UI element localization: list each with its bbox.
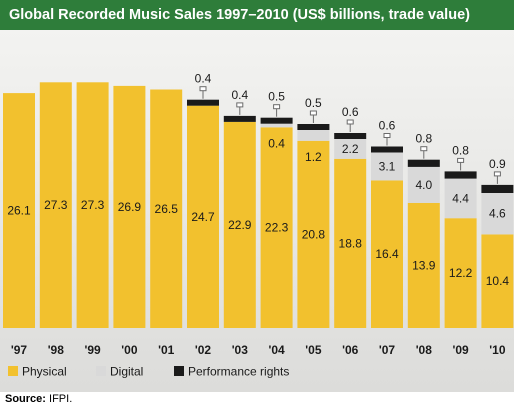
bar-physical [150, 89, 183, 328]
bar-digital [371, 152, 403, 181]
bar-physical [371, 180, 403, 328]
bar-performance-rights [334, 133, 367, 139]
bar-digital [444, 178, 477, 219]
data-label-performance-rights: 0.9 [489, 157, 506, 171]
label-marker [236, 102, 244, 108]
bar-physical [76, 82, 109, 328]
bar-performance-rights [444, 171, 477, 179]
bar-performance-rights [371, 146, 403, 153]
data-label-performance-rights: 0.6 [342, 105, 359, 119]
data-label-digital: 4.4 [452, 191, 469, 205]
bar-physical [334, 158, 367, 328]
data-label-physical: 10.4 [486, 274, 510, 288]
data-label-physical: 27.3 [44, 198, 68, 212]
x-tick-label: '05 [305, 343, 322, 357]
bar-performance-rights [260, 117, 293, 124]
source-label: Source: [5, 393, 46, 405]
x-tick-label: '02 [195, 343, 212, 357]
data-label-physical: 27.3 [81, 198, 105, 212]
x-tick-label: '98 [48, 343, 65, 357]
bar-digital [407, 166, 440, 203]
chart-area: 26.1 27.3 27.3 26.9 26.5 24.7 0.4 22.9 0.4 22.3 0.… [0, 30, 514, 392]
x-tick-label: '03 [232, 343, 249, 357]
data-label-physical: 26.5 [155, 202, 179, 216]
data-label-digital: 4.0 [415, 178, 432, 192]
bar-digital [297, 130, 330, 141]
data-label-performance-rights: 0.5 [305, 96, 322, 110]
bar-performance-rights [297, 124, 330, 130]
bar-physical [39, 82, 72, 328]
data-label-physical: 22.3 [265, 221, 289, 235]
chart-title: Global Recorded Music Sales 1997–2010 (U… [0, 0, 514, 30]
bar-performance-rights [481, 184, 514, 193]
data-label-performance-rights: 0.4 [195, 72, 212, 86]
source-note: Source: IFPI. [5, 393, 72, 405]
x-tick-label: '97 [11, 343, 28, 357]
data-label-physical: 22.9 [228, 218, 252, 232]
data-label-physical: 18.8 [339, 236, 363, 250]
data-label-physical: 24.7 [191, 210, 215, 224]
data-label-digital: 1.2 [305, 150, 322, 164]
x-tick-label: '01 [158, 343, 175, 357]
label-marker [346, 119, 354, 125]
x-tick-label: '00 [121, 343, 138, 357]
data-label-digital: 3.1 [379, 159, 396, 173]
bar-physical [187, 105, 219, 328]
legend-swatch-performance-rights [174, 366, 184, 376]
bar-physical [297, 140, 330, 328]
data-label-digital: 0.4 [268, 136, 285, 150]
bar-physical [223, 121, 256, 329]
data-label-physical: 16.4 [375, 247, 399, 261]
x-tick-label: '04 [268, 343, 285, 357]
data-label-performance-rights: 0.4 [231, 88, 248, 102]
bar-physical [260, 127, 293, 328]
bar-performance-rights [223, 115, 256, 122]
bar-physical [444, 218, 477, 328]
x-tick-label: '08 [416, 343, 433, 357]
x-tick-label: '09 [452, 343, 469, 357]
bar-physical [481, 234, 514, 328]
data-label-physical: 12.2 [449, 266, 473, 280]
legend-label: Performance rights [188, 365, 289, 379]
label-marker [273, 104, 281, 110]
bar-digital [260, 123, 293, 128]
data-label-physical: 20.8 [302, 227, 326, 241]
label-marker [420, 146, 428, 152]
data-label-digital: 2.2 [342, 142, 359, 156]
legend-label: Physical [22, 365, 67, 379]
source-value: IFPI. [49, 393, 73, 405]
data-label-performance-rights: 0.8 [415, 132, 432, 146]
data-label-performance-rights: 0.8 [452, 143, 469, 157]
x-tick-label: '99 [84, 343, 101, 357]
label-marker [199, 86, 207, 92]
bar-digital [334, 139, 367, 159]
label-marker [493, 171, 501, 177]
legend-label: Digital [110, 365, 143, 379]
bar-performance-rights [407, 159, 440, 167]
label-marker [383, 133, 391, 138]
data-label-digital: 4.6 [489, 207, 506, 221]
bar-performance-rights [187, 99, 219, 106]
data-label-physical: 13.9 [412, 258, 436, 272]
data-label-physical: 26.9 [118, 200, 142, 214]
bar-physical [113, 85, 146, 329]
legend-swatch-physical [8, 366, 18, 376]
legend-swatch-digital [96, 366, 106, 376]
data-label-physical: 26.1 [7, 204, 31, 218]
label-marker [309, 110, 317, 116]
x-tick-label: '10 [489, 343, 506, 357]
data-label-performance-rights: 0.5 [268, 90, 285, 104]
bar-physical [3, 93, 35, 328]
data-label-performance-rights: 0.6 [379, 119, 396, 133]
x-tick-label: '07 [379, 343, 396, 357]
bar-physical [407, 202, 440, 328]
bar-digital [481, 193, 514, 235]
label-marker [457, 157, 465, 163]
x-tick-label: '06 [342, 343, 359, 357]
